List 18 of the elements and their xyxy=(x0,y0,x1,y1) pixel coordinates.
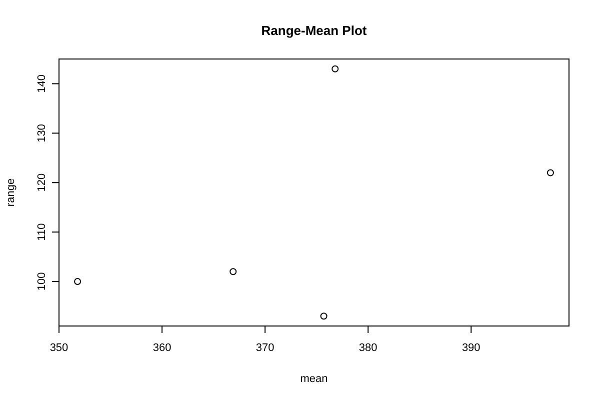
x-tick-label: 380 xyxy=(358,342,378,354)
x-tick-label: 360 xyxy=(152,342,172,354)
y-tick-label: 140 xyxy=(36,74,48,93)
x-tick-label: 370 xyxy=(256,342,274,354)
y-tick-label: 130 xyxy=(36,124,48,142)
y-tick-label: 100 xyxy=(36,272,48,291)
y-tick-label: 110 xyxy=(36,223,48,241)
x-axis-title: mean xyxy=(300,373,328,385)
point xyxy=(230,268,237,276)
y-tick-label: 120 xyxy=(36,173,48,192)
point xyxy=(74,278,82,285)
point xyxy=(320,312,328,320)
x-tick-label: 390 xyxy=(462,342,480,354)
x-tick-label: 350 xyxy=(50,342,68,354)
point xyxy=(546,169,554,176)
chart-title: Range-Mean Plot xyxy=(261,23,368,38)
y-axis-title: range xyxy=(5,178,17,207)
point xyxy=(332,65,339,72)
